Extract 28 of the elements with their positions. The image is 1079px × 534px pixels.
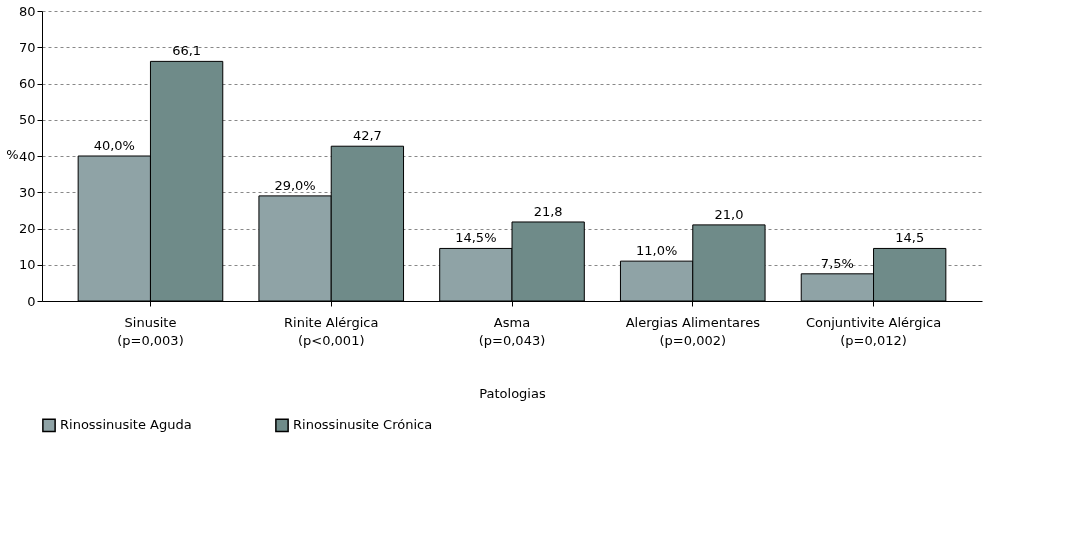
data-label: 14,5 (895, 230, 925, 246)
data-label: 14,5% (455, 230, 497, 246)
data-label: 21,0 (714, 206, 744, 222)
y-tick-label: 0 (27, 293, 36, 309)
data-label: 29,0% (274, 177, 316, 193)
x-tick-label: Asma (p=0,043) (478, 314, 546, 348)
x-tick-label: Alergias Alimentares (p=0,002) (625, 314, 761, 348)
x-tick-label: Rinite Alérgica (p<0,001) (284, 314, 379, 348)
data-label: 40,0% (93, 138, 135, 153)
data-label: 66,1 (172, 43, 202, 59)
x-tick-label: Conjuntivite Alérgica (p=0,012) (805, 314, 942, 348)
y-tick-label: 50 (18, 112, 36, 128)
y-axis-title: % (6, 146, 19, 162)
legend-label: Rinossinusite Aguda (60, 417, 192, 433)
y-tick-label: 60 (18, 76, 36, 91)
data-label: 11,0% (635, 243, 678, 259)
y-tick-label: 80 (18, 3, 36, 19)
y-tick-label: 20 (18, 221, 36, 236)
data-label: 21,8 (533, 203, 563, 219)
y-tick-label: 70 (18, 39, 36, 55)
x-axis-title: Patologias (479, 385, 546, 401)
y-tick-label: 40 (18, 148, 36, 164)
y-tick-label: 10 (18, 257, 36, 273)
data-label: 42,7 (352, 128, 382, 144)
y-tick-label: 30 (18, 184, 36, 200)
data-label: 7,5% (820, 255, 854, 271)
legend-label: Rinossinusite Crónica (293, 417, 433, 433)
x-tick-label: Sinusite (p=0,003) (117, 314, 184, 348)
